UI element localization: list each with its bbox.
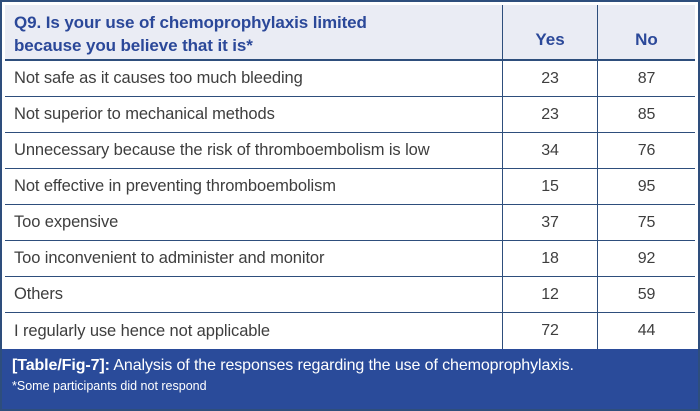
yes-value: 18 <box>502 241 597 276</box>
table-row: Too expensive 37 75 <box>5 205 695 241</box>
table-row: Not superior to mechanical methods 23 85 <box>5 97 695 133</box>
table-row: Not safe as it causes too much bleeding … <box>5 61 695 97</box>
table-header-row: Q9. Is your use of chemoprophylaxis limi… <box>5 5 695 61</box>
no-value: 75 <box>597 205 695 240</box>
question-header: Q9. Is your use of chemoprophylaxis limi… <box>14 13 367 55</box>
row-label: Others <box>14 285 63 303</box>
figure-caption-text: Analysis of the responses regarding the … <box>113 357 574 374</box>
table-row: Not effective in preventing thromboembol… <box>5 169 695 205</box>
yes-value: 34 <box>502 133 597 168</box>
figure-footnote: *Some participants did not respond <box>12 378 207 393</box>
yes-value: 15 <box>502 169 597 204</box>
row-label: Not superior to mechanical methods <box>14 105 275 123</box>
table-row: Unnecessary because the risk of thromboe… <box>5 133 695 169</box>
column-header-no: No <box>597 5 695 59</box>
row-label: I regularly use hence not applicable <box>14 321 270 340</box>
yes-value: 23 <box>502 61 597 96</box>
row-label: Not safe as it causes too much bleeding <box>14 69 303 87</box>
yes-value: 37 <box>502 205 597 240</box>
row-label: Too inconvenient to administer and monit… <box>14 249 325 267</box>
table-row: Others 12 59 <box>5 277 695 313</box>
table-row: I regularly use hence not applicable 72 … <box>5 313 695 349</box>
row-label: Not effective in preventing thromboembol… <box>14 177 336 195</box>
no-value: 76 <box>597 133 695 168</box>
row-label: Unnecessary because the risk of thromboe… <box>14 141 430 159</box>
no-value: 87 <box>597 61 695 96</box>
row-label: Too expensive <box>14 213 119 231</box>
figure-tag: [Table/Fig-7]: <box>12 357 110 374</box>
no-value: 44 <box>597 313 695 349</box>
figure-caption-bar: [Table/Fig-7]: Analysis of the responses… <box>2 349 698 409</box>
column-header-yes: Yes <box>502 5 597 59</box>
table-row: Too inconvenient to administer and monit… <box>5 241 695 277</box>
figure-caption: [Table/Fig-7]: Analysis of the responses… <box>12 356 688 377</box>
yes-value: 12 <box>502 277 597 312</box>
no-value: 59 <box>597 277 695 312</box>
no-value: 92 <box>597 241 695 276</box>
no-value: 85 <box>597 97 695 132</box>
yes-value: 72 <box>502 313 597 349</box>
yes-value: 23 <box>502 97 597 132</box>
no-value: 95 <box>597 169 695 204</box>
data-table: Q9. Is your use of chemoprophylaxis limi… <box>5 5 695 349</box>
